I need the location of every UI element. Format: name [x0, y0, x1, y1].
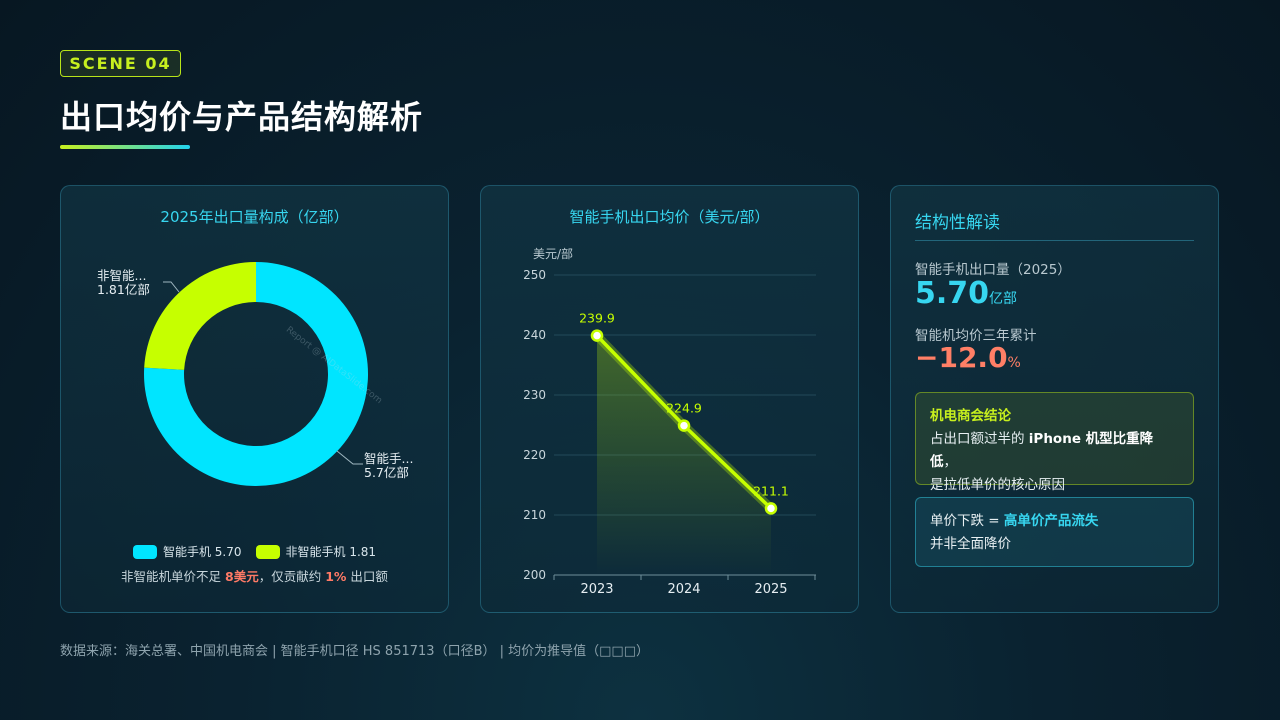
- metric2-value: −12.0%: [915, 341, 1021, 374]
- footer-source: 数据来源：海关总署、中国机电商会 | 智能手机口径 HS 851713（口径B）…: [60, 644, 649, 659]
- note-highlight-price: 8美元: [225, 569, 259, 584]
- donut-chart: 智能手... 5.7亿部 非智能... 1.81亿部: [97, 262, 413, 487]
- interpretation-divider: [915, 240, 1194, 241]
- callout-nonsmart-value: 1.81亿部: [97, 282, 150, 297]
- y-tick-label: 210: [523, 508, 546, 522]
- callout-smart-value: 5.7亿部: [364, 465, 409, 480]
- x-tick-label: 2024: [667, 582, 700, 597]
- donut-card: 2025年出口量构成（亿部） 智能手... 5.7亿部 非智能... 1.81亿…: [60, 185, 449, 613]
- metric1-value: 5.70亿部: [915, 276, 1018, 311]
- donut-slice-smart[interactable]: [144, 262, 368, 487]
- donut-slice-nonsmart[interactable]: [144, 262, 256, 370]
- line-card: 智能手机出口均价（美元/部） 美元/部 200 210 220 230 240 250 2…: [480, 185, 859, 613]
- data-label: 224.9: [666, 401, 702, 416]
- x-tick-label: 2025: [754, 582, 787, 597]
- metric1-label: 智能手机出口量（2025）: [915, 262, 1071, 278]
- legend-label-smart: 智能手机 5.70: [162, 545, 242, 559]
- y-tick-label: 220: [523, 448, 546, 462]
- data-point[interactable]: [677, 419, 691, 432]
- legend-item-smart[interactable]: 智能手机 5.70: [132, 543, 242, 560]
- callout-line-smart: [336, 450, 363, 465]
- y-tick-label: 230: [523, 388, 546, 402]
- insight-line2: 并非全面降价: [930, 536, 1011, 552]
- callout-nonsmart-name: 非智能...: [97, 268, 146, 283]
- line-area-fill: [597, 335, 771, 575]
- y-tick-label: 240: [523, 328, 546, 342]
- callout-line-nonsmart: [163, 281, 180, 293]
- legend-swatch-nonsmart: [255, 544, 280, 559]
- legend-item-nonsmart[interactable]: 非智能手机 1.81: [255, 543, 377, 560]
- metric2-label: 智能机均价三年累计: [915, 328, 1037, 344]
- interpretation-card: 结构性解读 智能手机出口量（2025） 5.70亿部 智能机均价三年累计 −12…: [890, 185, 1219, 613]
- insight-line1: 单价下跌 = 高单价产品流失: [930, 513, 1099, 529]
- donut-legend: 智能手机 5.70 非智能手机 1.81: [61, 543, 448, 560]
- legend-label-nonsmart: 非智能手机 1.81: [285, 545, 377, 559]
- data-point[interactable]: [764, 502, 778, 515]
- note-highlight-share: 1%: [325, 569, 347, 584]
- title-underline: [60, 145, 190, 149]
- donut-note: 非智能机单价不足 8美元，仅贡献约 1% 出口额: [121, 569, 388, 584]
- callout-smart-name: 智能手...: [364, 451, 413, 466]
- x-tick-label: 2023: [580, 582, 613, 597]
- insight-box: 单价下跌 = 高单价产品流失 并非全面降价: [915, 497, 1194, 567]
- legend-swatch-smart: [132, 544, 157, 559]
- conclusion-heading: 机电商会结论: [930, 408, 1011, 424]
- y-axis-label: 美元/部: [533, 246, 573, 261]
- y-tick-label: 250: [523, 268, 546, 282]
- donut-title: 2025年出口量构成（亿部）: [160, 208, 349, 226]
- page-title: 出口均价与产品结构解析: [60, 98, 424, 136]
- conclusion-line1: 占出口额过半的 iPhone 机型比重降低，: [930, 431, 1154, 470]
- data-label: 239.9: [579, 311, 615, 326]
- data-label: 211.1: [753, 483, 789, 498]
- interpretation-title: 结构性解读: [915, 213, 1000, 233]
- scene-badge: SCENE 04: [60, 50, 181, 77]
- conclusion-box: 机电商会结论 占出口额过半的 iPhone 机型比重降低， 是拉低单价的核心原因: [915, 392, 1194, 493]
- line-title: 智能手机出口均价（美元/部）: [569, 208, 770, 226]
- y-tick-label: 200: [523, 568, 546, 582]
- data-point[interactable]: [590, 329, 604, 342]
- conclusion-line2: 是拉低单价的核心原因: [930, 477, 1065, 493]
